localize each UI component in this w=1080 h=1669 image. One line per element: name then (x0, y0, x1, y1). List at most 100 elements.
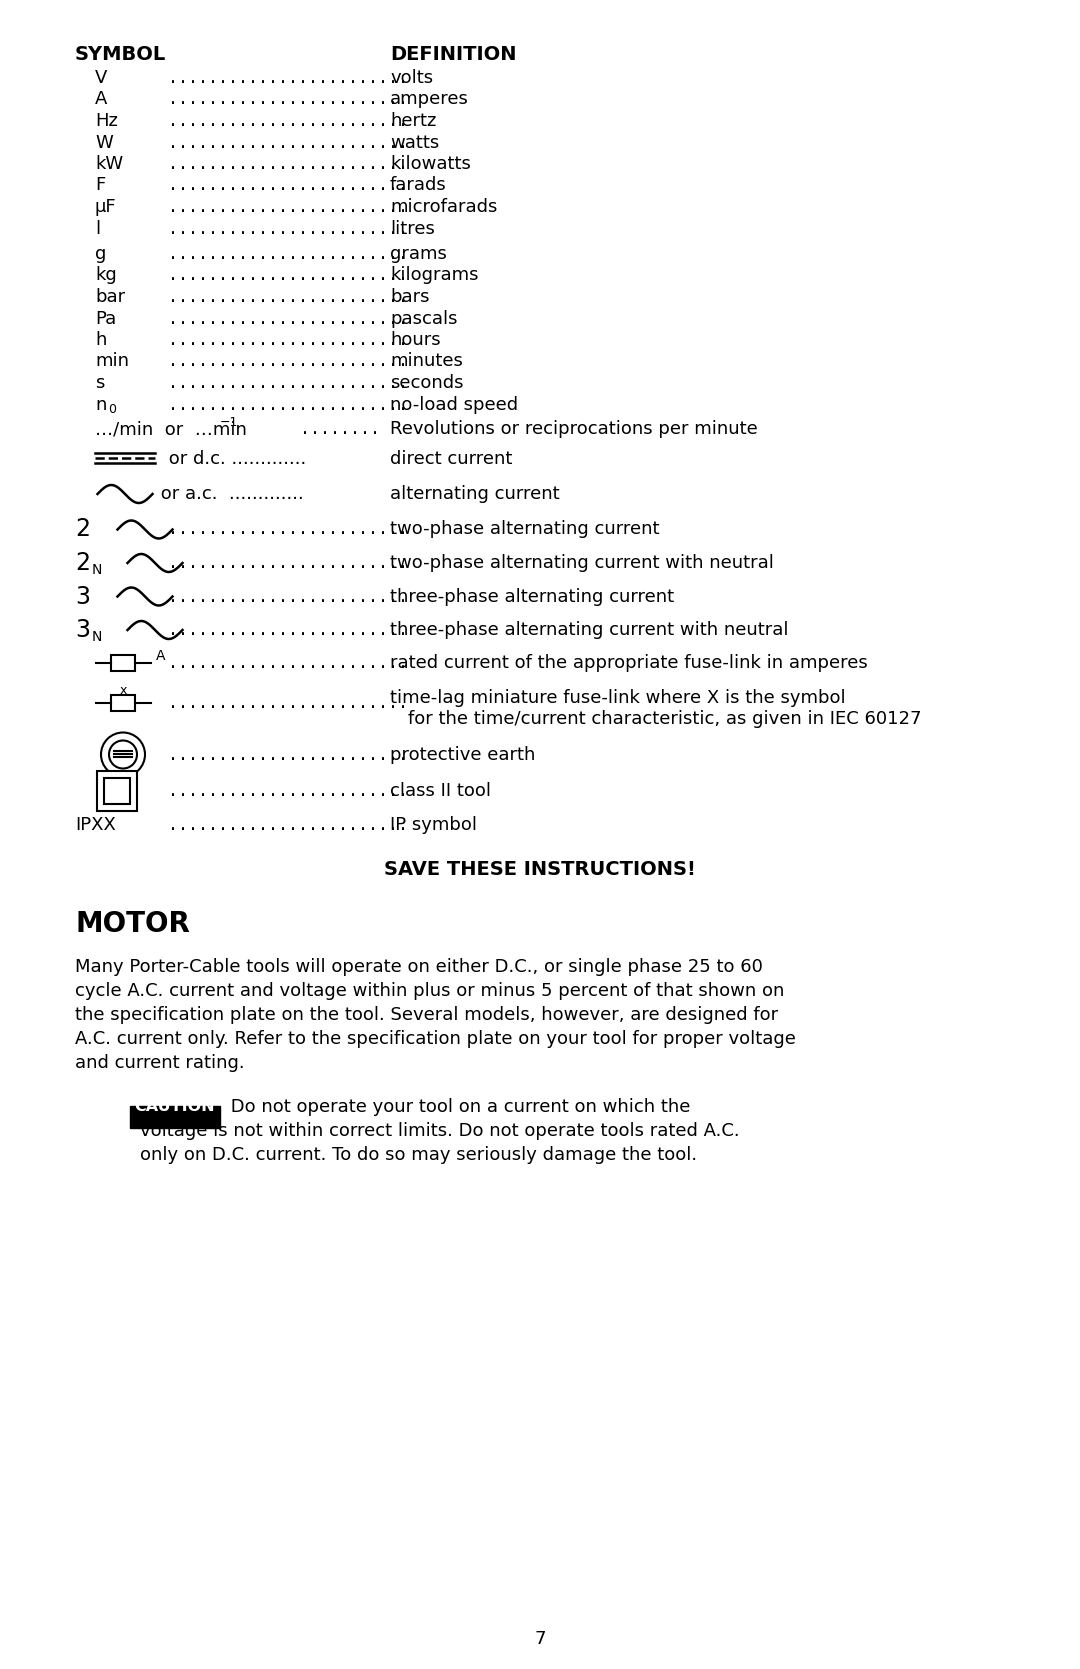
Text: ........................: ........................ (167, 177, 407, 195)
Text: μF: μF (95, 199, 117, 215)
Text: grams: grams (390, 245, 447, 264)
Text: voltage is not within correct limits. Do not operate tools rated A.C.: voltage is not within correct limits. Do… (140, 1122, 740, 1140)
Text: min: min (95, 352, 129, 371)
Text: rated current of the appropriate fuse-link in amperes: rated current of the appropriate fuse-li… (390, 654, 867, 673)
Text: A: A (156, 649, 165, 664)
Text: seconds: seconds (390, 374, 463, 392)
Text: kW: kW (95, 155, 123, 174)
Bar (110, 694, 135, 711)
Text: three-phase alternating current: three-phase alternating current (390, 587, 674, 606)
Text: ........................: ........................ (167, 746, 407, 763)
Text: alternating current: alternating current (390, 486, 559, 502)
Text: two-phase alternating current with neutral: two-phase alternating current with neutr… (390, 554, 774, 572)
Text: IPXX: IPXX (75, 816, 116, 833)
Text: IP symbol: IP symbol (390, 816, 477, 833)
Text: Revolutions or reciprocations per minute: Revolutions or reciprocations per minute (390, 421, 758, 437)
Text: ........................: ........................ (167, 309, 407, 327)
Text: CAUTION: CAUTION (135, 1098, 215, 1113)
Text: ........................: ........................ (167, 783, 407, 799)
Text: three-phase alternating current with neutral: three-phase alternating current with neu… (390, 621, 788, 639)
Text: ........................: ........................ (167, 521, 407, 539)
Text: 2: 2 (75, 551, 90, 576)
Text: ........: ........ (300, 421, 380, 437)
Text: ........................: ........................ (167, 621, 407, 639)
Text: ........................: ........................ (167, 267, 407, 284)
Text: time-lag miniature fuse-link where X is the symbol: time-lag miniature fuse-link where X is … (390, 689, 846, 708)
Bar (104, 778, 130, 804)
Text: ........................: ........................ (167, 694, 407, 713)
Bar (97, 771, 137, 811)
Text: kilowatts: kilowatts (390, 155, 471, 174)
Text: hours: hours (390, 330, 441, 349)
Text: ........................: ........................ (167, 90, 407, 108)
Text: SYMBOL: SYMBOL (75, 45, 166, 65)
Text: Do not operate your tool on a current on which the: Do not operate your tool on a current on… (225, 1098, 690, 1115)
Text: l: l (95, 220, 100, 237)
Text: 3: 3 (75, 618, 90, 643)
Text: ........................: ........................ (167, 155, 407, 174)
Text: N: N (92, 629, 103, 644)
Bar (110, 656, 135, 671)
Text: kg: kg (95, 267, 117, 284)
Text: Pa: Pa (95, 309, 117, 327)
Text: direct current: direct current (390, 449, 512, 467)
Text: Hz: Hz (95, 112, 118, 130)
Text: minutes: minutes (390, 352, 463, 371)
Text: ........................: ........................ (167, 134, 407, 152)
Text: A: A (95, 90, 107, 108)
Text: F: F (95, 177, 105, 195)
Text: protective earth: protective earth (390, 746, 536, 763)
Text: ........................: ........................ (167, 352, 407, 371)
Text: hertz: hertz (390, 112, 436, 130)
Text: farads: farads (390, 177, 447, 195)
Text: two-phase alternating current: two-phase alternating current (390, 521, 660, 539)
Text: ........................: ........................ (167, 374, 407, 392)
Text: watts: watts (390, 134, 440, 152)
Text: W: W (95, 134, 112, 152)
Bar (130, 1107, 220, 1128)
Text: 3: 3 (75, 584, 90, 609)
Text: ........................: ........................ (167, 199, 407, 215)
Text: for the time/current characteristic, as given in IEC 60127: for the time/current characteristic, as … (408, 709, 921, 728)
Text: 2: 2 (75, 517, 90, 541)
Text: SAVE THESE INSTRUCTIONS!: SAVE THESE INSTRUCTIONS! (384, 860, 696, 880)
Text: ........................: ........................ (167, 816, 407, 833)
Text: amperes: amperes (390, 90, 469, 108)
Text: the specification plate on the tool. Several models, however, are designed for: the specification plate on the tool. Sev… (75, 1005, 778, 1023)
Text: ........................: ........................ (167, 68, 407, 87)
Text: …/min  or  …min: …/min or …min (95, 421, 247, 437)
Text: ........................: ........................ (167, 654, 407, 673)
Text: ........................: ........................ (167, 220, 407, 237)
Text: V: V (95, 68, 107, 87)
Text: ........................: ........................ (167, 289, 407, 305)
Text: A.C. current only. Refer to the specification plate on your tool for proper volt: A.C. current only. Refer to the specific… (75, 1030, 796, 1048)
Text: ........................: ........................ (167, 330, 407, 349)
Text: ........................: ........................ (167, 554, 407, 572)
Text: n: n (95, 396, 106, 414)
Text: kilograms: kilograms (390, 267, 478, 284)
Text: cycle A.C. current and voltage within plus or minus 5 percent of that shown on: cycle A.C. current and voltage within pl… (75, 981, 784, 1000)
Text: and current rating.: and current rating. (75, 1053, 245, 1071)
Text: 0: 0 (108, 402, 116, 416)
Text: ........................: ........................ (167, 587, 407, 606)
Text: or d.c. .............: or d.c. ............. (163, 449, 307, 467)
Text: g: g (95, 245, 106, 264)
Text: litres: litres (390, 220, 435, 237)
Text: x: x (119, 684, 126, 698)
Text: N: N (92, 562, 103, 577)
Text: −1: −1 (220, 417, 239, 429)
Text: only on D.C. current. To do so may seriously damage the tool.: only on D.C. current. To do so may serio… (140, 1145, 697, 1163)
Text: bars: bars (390, 289, 430, 305)
Text: microfarads: microfarads (390, 199, 498, 215)
Text: pascals: pascals (390, 309, 458, 327)
Text: bar: bar (95, 289, 125, 305)
Text: DEFINITION: DEFINITION (390, 45, 516, 65)
Text: ........................: ........................ (167, 396, 407, 414)
Text: no-load speed: no-load speed (390, 396, 518, 414)
Text: ........................: ........................ (167, 112, 407, 130)
Text: ........................: ........................ (167, 245, 407, 264)
Text: h: h (95, 330, 106, 349)
Text: Many Porter-Cable tools will operate on either D.C., or single phase 25 to 60: Many Porter-Cable tools will operate on … (75, 958, 762, 975)
Text: s: s (95, 374, 105, 392)
Text: or a.c.  .............: or a.c. ............. (156, 486, 303, 502)
